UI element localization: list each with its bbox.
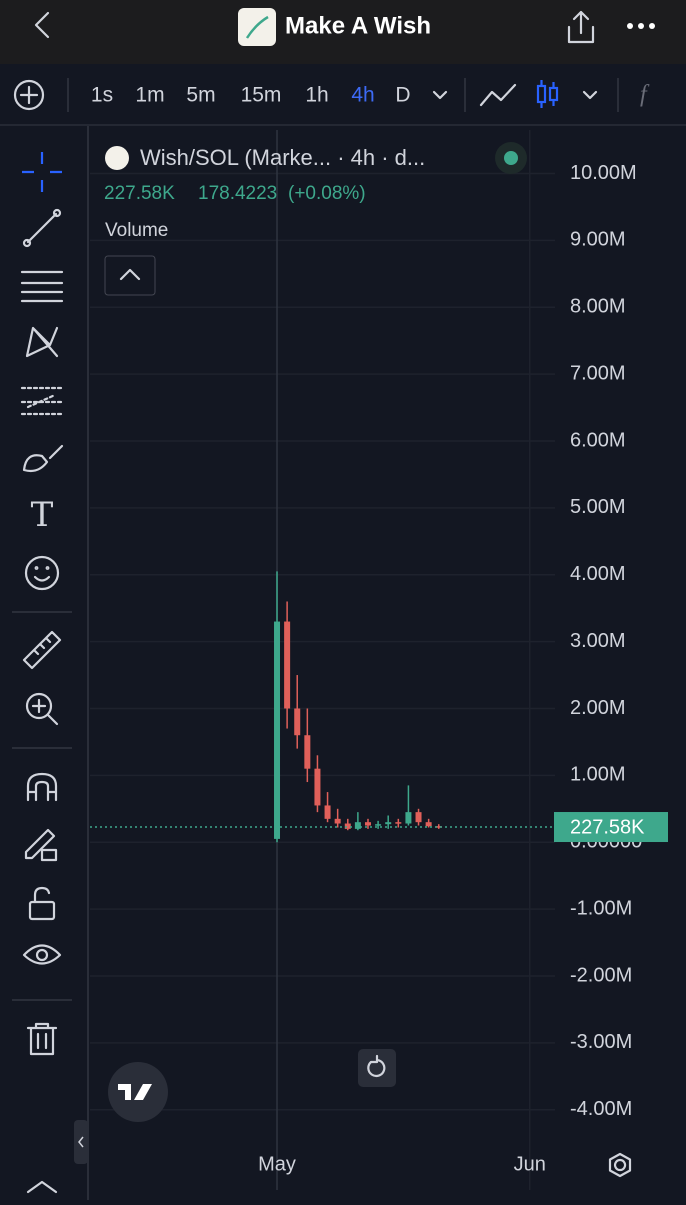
emoji-tool[interactable]	[24, 555, 60, 591]
y-tick-label: -3.00M	[570, 1031, 632, 1053]
back-button[interactable]	[34, 11, 50, 39]
candle-body	[375, 824, 382, 826]
candle-body	[435, 826, 442, 828]
reset-icon	[367, 1054, 386, 1078]
trend-line-tool[interactable]	[22, 208, 62, 248]
ruler-tool[interactable]	[22, 630, 62, 670]
zoom-tool[interactable]	[25, 692, 59, 726]
y-tick-label: 10.00M	[570, 162, 637, 184]
more-button[interactable]	[627, 23, 655, 29]
chart: 10.00M 9.00M 8.00M 7.00M 6.00M 5.00M 4.00M 3.00…	[90, 130, 668, 1190]
tradingview-mark	[118, 1084, 152, 1100]
candle-chart-button[interactable]	[536, 80, 559, 108]
interval-option[interactable]: 1h	[305, 84, 328, 107]
side-handle-icon	[78, 1136, 84, 1148]
y-tick-label: -2.00M	[570, 964, 632, 986]
header-title: Make A Wish	[285, 12, 431, 39]
candle-body	[405, 812, 412, 824]
candle-body	[294, 708, 301, 736]
interval-option[interactable]: 15m	[241, 84, 282, 107]
legend-change-pct: (+0.08%)	[288, 183, 366, 204]
status-dot	[504, 151, 518, 165]
y-tick-label: 5.00M	[570, 496, 626, 518]
crosshair-tool[interactable]	[22, 152, 62, 192]
interval-dropdown[interactable]	[432, 90, 448, 100]
candle-body	[385, 822, 392, 825]
delete-tool[interactable]	[26, 1022, 58, 1056]
chart-title: Wish/SOL (Marke... · 4h · d...	[140, 145, 425, 170]
candle-body	[344, 823, 351, 829]
candle-body	[354, 822, 361, 829]
y-tick-label: 2.00M	[570, 697, 626, 719]
interval-option[interactable]: 1m	[135, 84, 164, 107]
candle-body	[334, 818, 341, 824]
candle-body	[395, 822, 402, 824]
settings-button[interactable]	[608, 1152, 632, 1178]
last-price-label: 227.58K	[570, 816, 645, 838]
candle-body	[324, 805, 331, 819]
side-handle[interactable]	[74, 1120, 88, 1164]
candle-body	[274, 621, 281, 839]
y-tick-label: 1.00M	[570, 764, 626, 786]
interval-bar	[0, 64, 686, 125]
indicators-button[interactable]: f	[640, 82, 650, 108]
candle-body	[364, 822, 371, 826]
y-tick-label: 3.00M	[570, 630, 626, 652]
interval-list: 1s 1m 5m 15m 1h 4h D	[91, 84, 411, 107]
candle-body	[304, 735, 311, 769]
x-tick-label: May	[258, 1153, 296, 1175]
symbol-icon	[105, 146, 129, 170]
drawing-toolbar	[0, 126, 88, 1200]
interval-option[interactable]: 5m	[186, 84, 215, 107]
candle-body	[415, 812, 422, 823]
candle-body	[425, 822, 432, 827]
reset-button[interactable]	[358, 1049, 396, 1087]
y-tick-label: -4.00M	[570, 1098, 632, 1120]
y-tick-label: -1.00M	[570, 897, 632, 919]
last-price-box	[554, 812, 668, 843]
text-tool[interactable]: T	[31, 495, 54, 535]
pattern-tool[interactable]	[25, 326, 59, 358]
add-symbol-button[interactable]	[13, 79, 45, 111]
app-icon-star	[245, 15, 269, 39]
fib-tool[interactable]	[20, 270, 64, 303]
legend-change: 178.4223	[198, 183, 277, 204]
y-tick-label: 4.00M	[570, 563, 626, 585]
layers-tool[interactable]	[26, 1180, 58, 1194]
interval-option[interactable]: 1s	[91, 84, 113, 107]
candle-body	[284, 621, 291, 709]
y-tick-label: 7.00M	[570, 362, 626, 384]
brush-tool[interactable]	[22, 444, 64, 473]
magnet-tool[interactable]	[26, 772, 58, 802]
y-tick-label: 8.00M	[570, 296, 626, 318]
interval-option[interactable]: D	[395, 84, 410, 107]
pane-label: Volume	[105, 220, 168, 241]
x-tick-label: Jun	[514, 1153, 546, 1175]
lock-drawing-tool[interactable]	[24, 828, 58, 862]
candle-body	[314, 768, 321, 806]
share-button[interactable]	[567, 10, 595, 44]
header-bar	[0, 0, 686, 64]
lock-tool[interactable]	[28, 886, 56, 921]
legend-price: 227.58K	[104, 183, 175, 204]
y-tick-label: 6.00M	[570, 429, 626, 451]
collapse-legend-button[interactable]	[104, 255, 156, 296]
projection-tool[interactable]	[20, 386, 64, 416]
interval-option[interactable]: 4h	[351, 84, 374, 107]
tradingview-logo[interactable]	[108, 1062, 168, 1122]
line-chart-button[interactable]	[479, 83, 517, 107]
y-tick-label: 9.00M	[570, 229, 626, 251]
chart-type-dropdown[interactable]	[582, 90, 598, 100]
visibility-tool[interactable]	[22, 944, 62, 965]
collapse-icon	[119, 268, 141, 281]
